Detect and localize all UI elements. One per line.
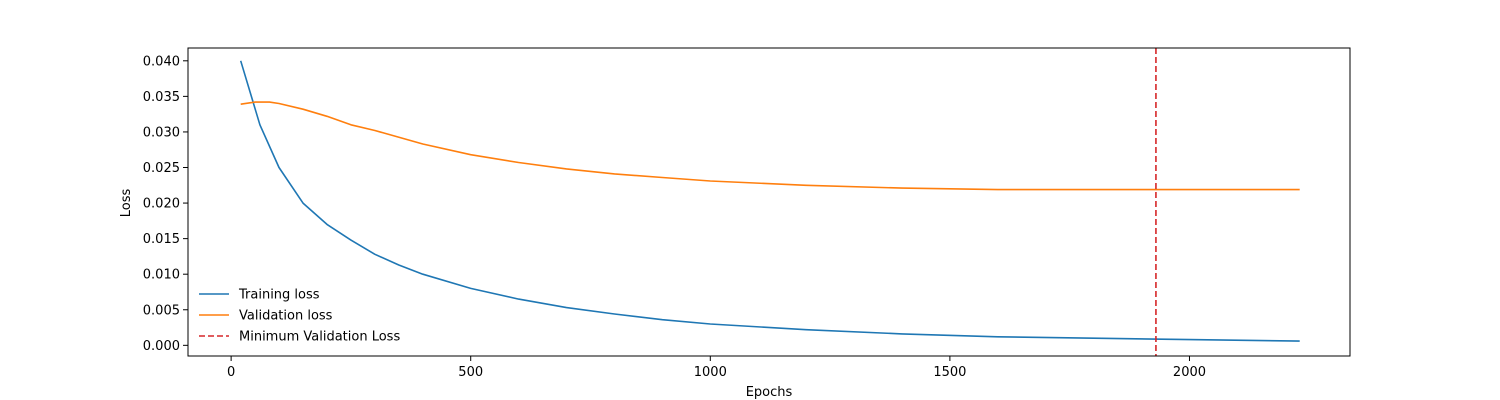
y-tick-label: 0.010 <box>143 268 180 283</box>
y-tick-label: 0.025 <box>143 161 180 176</box>
legend-label: Minimum Validation Loss <box>239 330 400 345</box>
x-axis-label: Epochs <box>746 385 793 400</box>
training-loss-line <box>239 60 1300 342</box>
x-tick-label: 1500 <box>933 365 966 380</box>
x-tick-label: 2000 <box>1173 365 1206 380</box>
y-tick-label: 0.015 <box>143 232 180 247</box>
legend: Training loss Validation loss Minimum Vali… <box>199 288 400 345</box>
plot-frame <box>187 47 1351 357</box>
y-tick-label: 0.005 <box>143 303 180 318</box>
y-tick-label: 0.035 <box>143 90 180 105</box>
legend-label: Validation loss <box>239 309 333 324</box>
x-tick-label: 500 <box>458 365 483 380</box>
y-tick-label: 0.030 <box>143 125 180 140</box>
axes: 0 500 1000 1500 2000 0.000 0.005 0.010 0.015 0.02… <box>143 54 1206 380</box>
y-tick-label: 0.040 <box>143 54 180 69</box>
y-tick-label: 0.020 <box>143 197 180 212</box>
y-axis-label: Loss <box>119 189 134 218</box>
x-tick-label: 0 <box>227 365 235 380</box>
x-tick-label: 1000 <box>694 365 727 380</box>
y-tick-label: 0.000 <box>143 339 180 354</box>
legend-label: Training loss <box>238 288 320 303</box>
plot-background <box>188 48 1350 356</box>
validation-loss-line <box>240 101 1300 191</box>
chart-marks <box>239 48 1300 356</box>
